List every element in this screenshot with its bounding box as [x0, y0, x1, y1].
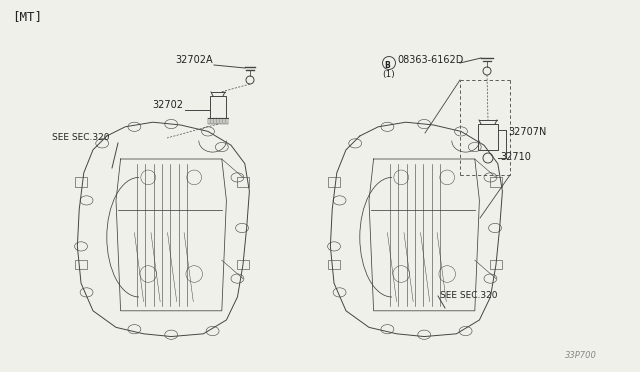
Text: 32710: 32710 [500, 152, 531, 162]
Text: SEE SEC.320: SEE SEC.320 [52, 133, 109, 142]
Bar [490, 260, 502, 269]
Text: (1): (1) [382, 70, 395, 79]
Bar [490, 177, 502, 187]
Text: 32702A: 32702A [175, 55, 212, 65]
Text: [MT]: [MT] [12, 10, 42, 23]
Text: 32707N: 32707N [508, 127, 547, 137]
Bar [328, 260, 340, 269]
Bar [328, 177, 340, 187]
Text: 08363-6162D: 08363-6162D [397, 55, 463, 65]
Text: B: B [384, 61, 390, 70]
Text: SEE SEC.320: SEE SEC.320 [440, 291, 497, 300]
Bar [75, 260, 88, 269]
Text: 33P700: 33P700 [565, 351, 597, 360]
Bar [237, 260, 250, 269]
Bar [210, 96, 226, 118]
Text: 32702: 32702 [152, 100, 183, 110]
Bar [478, 124, 498, 150]
Bar [75, 177, 88, 187]
Bar [237, 177, 250, 187]
